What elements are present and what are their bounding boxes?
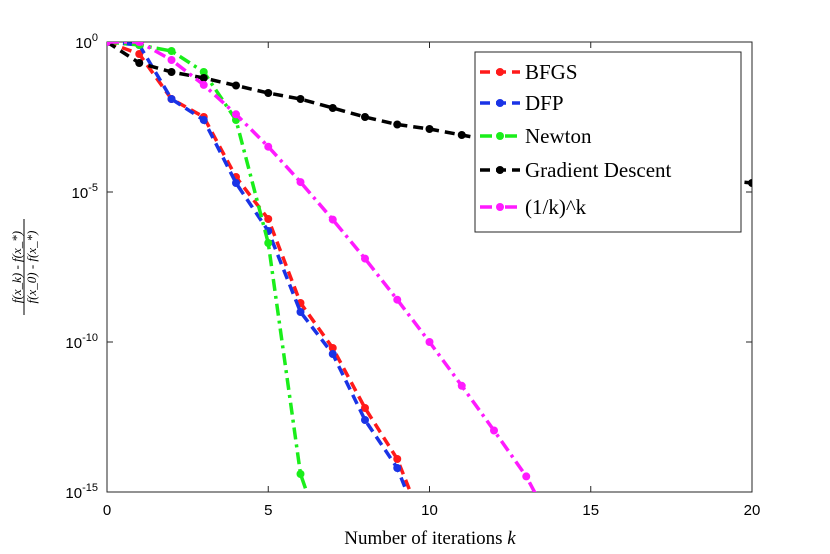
data-point [328, 344, 337, 352]
legend-entry: Newton [480, 124, 592, 148]
data-point [232, 110, 240, 119]
series-line [107, 42, 537, 492]
data-point [296, 308, 305, 316]
data-point [232, 81, 240, 90]
data-point [296, 178, 305, 187]
legend-entry: (1/k)^k [480, 195, 587, 219]
series-line [107, 42, 309, 492]
y-tick-base: 10 [75, 35, 92, 52]
data-point [167, 47, 176, 55]
x-axis-label-text: Number of iterations [344, 528, 507, 549]
legend-entry: BFGS [480, 60, 578, 84]
data-point [264, 142, 273, 151]
x-tick-label: 15 [582, 502, 599, 519]
data-point [361, 404, 369, 412]
y-tick-base: 10 [65, 485, 82, 502]
data-point [167, 56, 176, 64]
data-point [555, 533, 563, 541]
legend-entry: DFP [480, 91, 564, 115]
y-axis-label-numerator: f(x_k) - f(x_*) [9, 231, 24, 303]
data-point [199, 116, 208, 124]
data-point [328, 350, 337, 358]
y-tick-label: 10-15 [65, 482, 98, 502]
data-point [167, 95, 176, 103]
y-tick-base: 10 [65, 335, 82, 352]
x-axis-label: Number of iterations k [344, 528, 516, 549]
data-point [135, 50, 144, 58]
data-point [296, 470, 305, 478]
legend-label: (1/k)^k [525, 195, 587, 219]
data-point [361, 416, 369, 424]
data-point [199, 68, 208, 76]
y-tick-exponent: -15 [82, 482, 98, 494]
legend-label: BFGS [525, 60, 578, 84]
legend-marker [496, 99, 504, 107]
y-tick-label: 100 [75, 32, 98, 52]
y-tick-label: 10-5 [72, 182, 98, 202]
legend-label: Newton [525, 124, 592, 148]
y-axis-label: f(x_k) - f(x_*) f(x_0) - f(x_*) [9, 219, 39, 315]
legend-entry: Gradient Descent [480, 158, 672, 182]
data-point [264, 89, 273, 97]
data-point [490, 426, 498, 435]
data-point [107, 42, 111, 46]
legend-box [474, 51, 742, 233]
data-point [393, 464, 402, 472]
legend-marker [496, 68, 504, 76]
series-group [107, 42, 752, 541]
legend-label: DFP [525, 91, 564, 115]
data-point [296, 95, 305, 103]
data-point [361, 113, 369, 121]
data-point [199, 74, 208, 82]
y-tick-label: 10-10 [65, 332, 98, 352]
data-point [393, 455, 402, 463]
y-tick-base: 10 [72, 185, 89, 202]
data-point [425, 338, 434, 346]
data-point [522, 472, 531, 481]
legend-marker [496, 132, 504, 140]
data-point [264, 239, 273, 247]
series-4 [107, 42, 563, 541]
data-point [264, 215, 273, 223]
data-point [232, 179, 240, 187]
data-point [457, 131, 466, 139]
y-tick-exponent: -10 [82, 332, 98, 344]
data-point [199, 80, 208, 89]
x-tick-label: 0 [103, 502, 111, 519]
data-point [457, 381, 466, 390]
data-point [135, 42, 144, 46]
legend-label: Gradient Descent [525, 158, 672, 182]
y-axis-label-denominator: f(x_0) - f(x_*) [24, 231, 39, 304]
data-point [425, 125, 434, 133]
series-1 [107, 42, 409, 492]
data-point [393, 295, 402, 304]
data-point [361, 254, 369, 263]
data-point [135, 59, 144, 67]
x-tick-label: 10 [421, 502, 438, 519]
legend: BFGS DFP Newton Gradient Descent (1/k)^k [474, 51, 742, 233]
x-tick-label: 5 [264, 502, 272, 519]
y-tick-exponent: 0 [92, 32, 98, 44]
y-tick-exponent: -5 [88, 182, 98, 194]
x-axis-label-variable: k [507, 528, 516, 549]
x-tick-label: 20 [744, 502, 761, 519]
data-point [328, 215, 337, 224]
data-point [167, 68, 176, 76]
legend-marker [496, 203, 504, 211]
x-axis-ticks: 0 5 10 15 20 [103, 42, 761, 519]
data-point [748, 179, 752, 187]
legend-marker [496, 166, 504, 174]
data-point [328, 104, 337, 112]
data-point [393, 120, 402, 129]
